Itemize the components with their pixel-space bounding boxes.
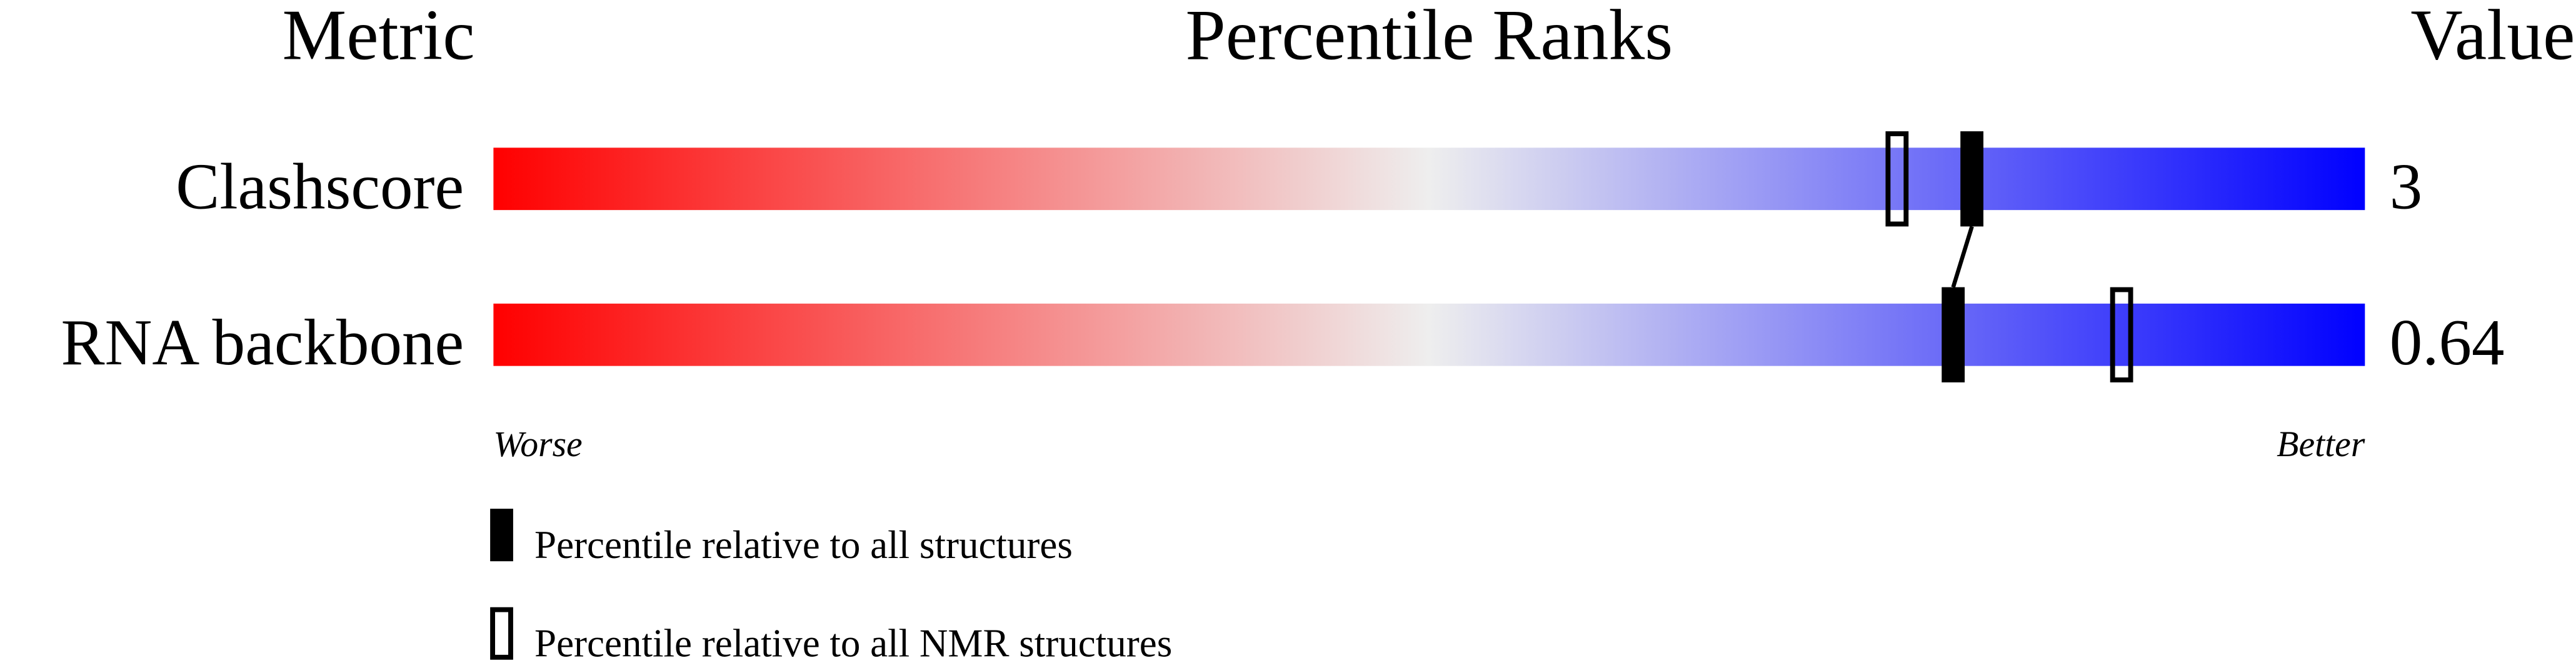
metric-label: RNA backbone: [61, 306, 464, 379]
axis-better-label: Better: [2277, 425, 2365, 464]
legend-nmr-icon: [490, 607, 513, 660]
nmr-percentile-marker: [2110, 287, 2133, 382]
legend-nmr-label: Percentile relative to all NMR structure…: [534, 621, 1172, 663]
all-percentile-marker: [1942, 287, 1965, 382]
metric-label: Clashscore: [176, 150, 464, 223]
percentile-bar: [493, 147, 2365, 211]
nmr-percentile-marker: [1885, 131, 1909, 227]
legend-all-label: Percentile relative to all structures: [534, 523, 1073, 567]
all-percentile-marker: [1960, 131, 1983, 227]
header-percentile-ranks: Percentile Ranks: [1185, 0, 1673, 75]
header-metric: Metric: [283, 0, 475, 75]
header-value: Value: [2410, 0, 2575, 75]
metric-value: 3: [2390, 150, 2423, 223]
connector-line: [1951, 226, 1974, 288]
metric-value: 0.64: [2390, 306, 2505, 379]
percentile-bar: [493, 303, 2365, 366]
legend-all-icon: [490, 509, 513, 562]
axis-worse-label: Worse: [493, 425, 582, 464]
